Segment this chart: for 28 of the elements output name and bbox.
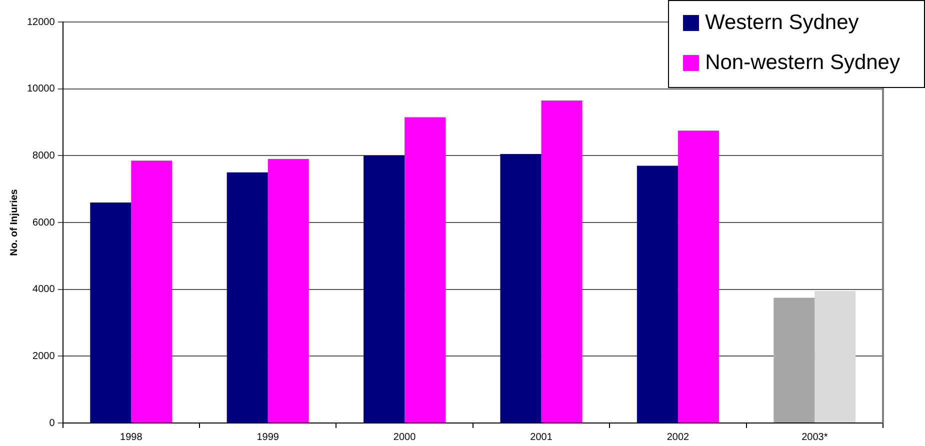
bar: [814, 291, 856, 422]
x-tick-label: 2002: [666, 432, 690, 443]
bar: [90, 202, 132, 422]
x-tick-label: 2003*: [802, 432, 828, 443]
y-tick-label: 4000: [32, 284, 56, 296]
y-tick-label: 6000: [32, 217, 56, 228]
bar: [541, 100, 582, 422]
y-tick-label: 12000: [26, 16, 56, 28]
x-tick-label: 2000: [393, 432, 416, 443]
bar: [364, 156, 405, 422]
bar: [678, 130, 719, 422]
bar: [404, 117, 446, 422]
legend-label: Non-western Sydney: [705, 51, 900, 75]
x-tick-label: 2001: [530, 432, 553, 443]
x-tick-label: 1998: [120, 432, 143, 443]
x-tick-label: 1999: [256, 432, 280, 443]
legend-label: Western Sydney: [705, 11, 859, 35]
y-tick-label: 0: [49, 418, 56, 429]
bar: [131, 160, 172, 422]
y-axis-title: No. of Injuries: [8, 188, 20, 256]
bar: [226, 172, 268, 422]
bar: [500, 154, 542, 422]
bar: [636, 166, 678, 422]
bar: [774, 298, 815, 422]
y-tick-label: 2000: [32, 350, 56, 362]
bar: [268, 159, 309, 422]
y-tick-label: 8000: [32, 150, 56, 162]
y-tick-label: 10000: [26, 84, 56, 95]
